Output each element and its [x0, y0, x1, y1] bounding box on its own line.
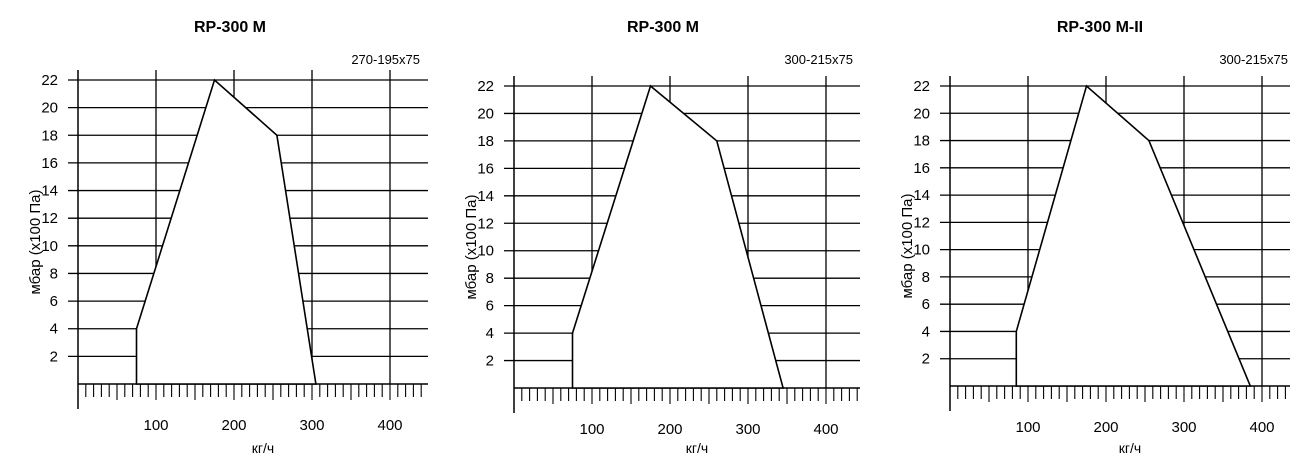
chart-2-ytick-label-6: 6: [486, 298, 494, 315]
chart-2-ytick-label-16: 16: [477, 160, 494, 177]
chart-1-xtick-label-200: 200: [221, 417, 246, 434]
chart-1-ytick-label-12: 12: [41, 210, 58, 227]
chart-3-ytick-label-2: 2: [922, 351, 930, 368]
chart-2-area-point-3: [649, 85, 652, 87]
chart-3-area-point-2: [1015, 330, 1018, 333]
chart-1-ytick-label-22: 22: [41, 72, 58, 89]
chart-3-xtick-label-200: 200: [1093, 419, 1118, 436]
chart-3-area-point-3: [1085, 85, 1088, 87]
chart-1-ytick-label-2: 2: [50, 348, 58, 365]
chart-2-y-axis-label: мбар (x100 Па): [463, 194, 480, 299]
chart-1-ytick-label-6: 6: [50, 293, 58, 310]
chart-2-ytick-label-22: 22: [477, 78, 494, 95]
chart-2-area-point-5: [782, 387, 784, 389]
chart-1-area-point-1: [135, 383, 138, 385]
chart-2-xtick-label-400: 400: [813, 421, 838, 438]
chart-2-ytick-label-18: 18: [477, 133, 494, 150]
chart-1-xtick-label-100: 100: [143, 417, 168, 434]
chart-3-ytick-label-20: 20: [913, 105, 930, 122]
chart-1-ytick-label-20: 20: [41, 100, 58, 117]
chart-3-ytick-label-12: 12: [913, 214, 930, 231]
chart-3-xtick-label-100: 100: [1015, 419, 1040, 436]
chart-3-ytick-label-18: 18: [913, 133, 930, 150]
chart-2-ytick-label-12: 12: [477, 215, 494, 232]
chart-2-area-point-4: [716, 140, 718, 142]
chart-2-ytick-label-8: 8: [486, 270, 494, 287]
chart-3-area-point-4: [1148, 139, 1150, 142]
chart-2-area-point-2: [571, 332, 574, 334]
chart-3-title: RP-300 M-II: [1057, 19, 1143, 36]
chart-2-ytick-label-4: 4: [486, 325, 494, 342]
chart-2-working-area: [571, 84, 785, 389]
chart-1-ytick-label-14: 14: [41, 183, 58, 200]
chart-2-title: RP-300 M: [627, 19, 699, 36]
chart-1-y-axis-label: мбар (x100 Па): [27, 189, 44, 294]
chart-2-xtick-label-200: 200: [657, 421, 682, 438]
chart-3-area-point-5: [1249, 385, 1252, 387]
chart-2-area-point-1: [571, 387, 574, 389]
chart-1-area-point-5: [315, 383, 317, 385]
chart-3-subtitle: 300-215x75: [1219, 52, 1288, 67]
chart-3-area-point-1: [1015, 385, 1018, 387]
chart-3-x-axis-label: кг/ч: [1119, 440, 1141, 456]
chart-1-working-area: [135, 78, 317, 385]
chart-2-subtitle: 300-215x75: [784, 52, 853, 67]
chart-1-ytick-label-18: 18: [41, 127, 58, 144]
chart-1-area-point-3: [213, 79, 216, 81]
chart-3-ytick-label-8: 8: [922, 269, 930, 286]
chart-3-ytick-label-16: 16: [913, 160, 930, 177]
chart-3-working-area: [1015, 84, 1252, 387]
chart-1-x-axis-label: кг/ч: [252, 440, 274, 456]
chart-2-ytick-label-14: 14: [477, 188, 494, 205]
chart-2-xtick-label-300: 300: [735, 421, 760, 438]
chart-2-ytick-label-2: 2: [486, 353, 494, 370]
chart-3-ytick-label-4: 4: [922, 323, 930, 340]
chart-1-area-point-2: [135, 327, 138, 330]
chart-1-ytick-label-16: 16: [41, 155, 58, 172]
chart-3-y-axis-label: мбар (x100 Па): [899, 193, 916, 298]
chart-3-ytick-label-14: 14: [913, 187, 930, 204]
chart-1-title: RP-300 M: [194, 19, 266, 36]
chart-2-ytick-label-20: 20: [477, 105, 494, 122]
chart-3-ytick-label-6: 6: [922, 296, 930, 313]
chart-3-xtick-label-400: 400: [1249, 419, 1274, 436]
chart-1-area-point-4: [276, 134, 278, 137]
chart-1-ytick-label-8: 8: [50, 265, 58, 282]
chart-1-xtick-label-400: 400: [377, 417, 402, 434]
chart-3-xtick-label-300: 300: [1171, 419, 1196, 436]
chart-1-ytick-label-4: 4: [50, 321, 58, 338]
chart-2-ytick-label-10: 10: [477, 243, 494, 260]
chart-2-x-axis-label: кг/ч: [686, 440, 708, 456]
chart-1-ytick-label-10: 10: [41, 238, 58, 255]
chart-1-subtitle: 270-195x75: [351, 52, 420, 67]
chart-3-ytick-label-10: 10: [913, 242, 930, 259]
chart-3-ytick-label-22: 22: [913, 78, 930, 95]
chart-1-xtick-label-300: 300: [299, 417, 324, 434]
chart-2-xtick-label-100: 100: [579, 421, 604, 438]
